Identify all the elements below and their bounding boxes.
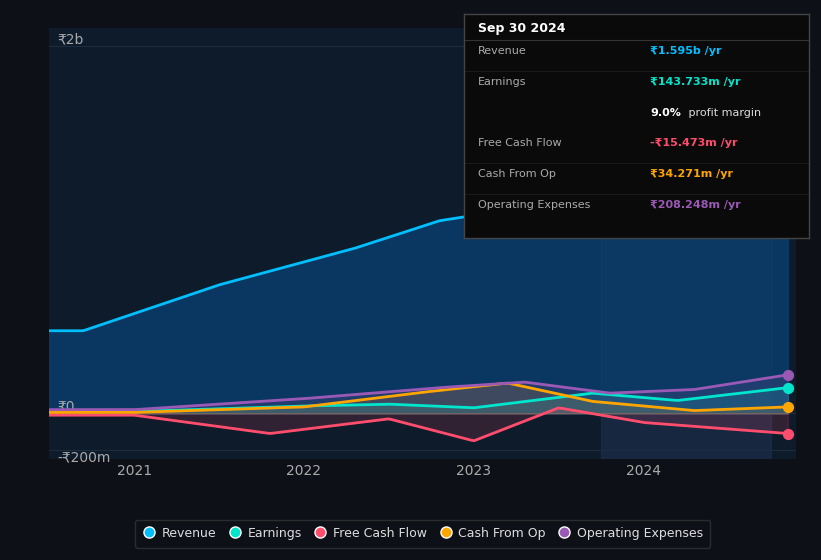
Text: Cash From Op: Cash From Op — [478, 169, 556, 179]
Text: ₹143.733m /yr: ₹143.733m /yr — [650, 77, 741, 87]
Text: Earnings: Earnings — [478, 77, 526, 87]
Point — [782, 403, 795, 412]
Text: Free Cash Flow: Free Cash Flow — [478, 138, 562, 148]
Legend: Revenue, Earnings, Free Cash Flow, Cash From Op, Operating Expenses: Revenue, Earnings, Free Cash Flow, Cash … — [135, 520, 710, 548]
Point — [782, 370, 795, 379]
Text: 9.0%: 9.0% — [650, 108, 681, 118]
Text: ₹1.595b /yr: ₹1.595b /yr — [650, 46, 722, 56]
Point — [782, 106, 795, 115]
Bar — [601, 28, 771, 459]
Text: ₹2b: ₹2b — [57, 32, 84, 46]
Text: ₹0: ₹0 — [57, 399, 76, 413]
Text: Sep 30 2024: Sep 30 2024 — [478, 22, 565, 35]
Text: Revenue: Revenue — [478, 46, 526, 56]
Text: profit margin: profit margin — [685, 108, 761, 118]
Text: Operating Expenses: Operating Expenses — [478, 200, 590, 209]
Point — [782, 383, 795, 392]
Text: -₹200m: -₹200m — [57, 450, 111, 464]
Text: ₹34.271m /yr: ₹34.271m /yr — [650, 169, 733, 179]
Text: -₹15.473m /yr: -₹15.473m /yr — [650, 138, 737, 148]
Text: ₹208.248m /yr: ₹208.248m /yr — [650, 200, 741, 209]
Point — [782, 429, 795, 438]
